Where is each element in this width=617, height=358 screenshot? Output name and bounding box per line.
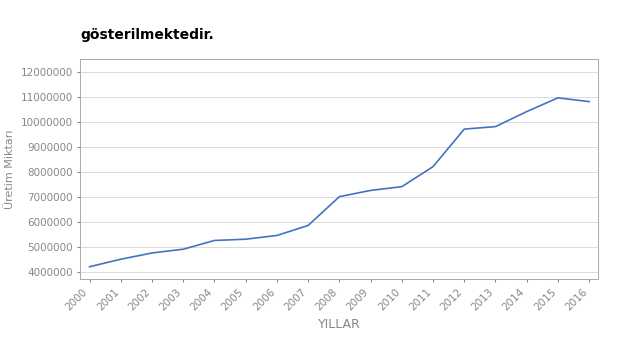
Y-axis label: Üretim Miktarı: Üretim Miktarı	[5, 129, 15, 209]
Text: gösterilmektedir.: gösterilmektedir.	[80, 28, 214, 42]
X-axis label: YILLAR: YILLAR	[318, 318, 361, 331]
